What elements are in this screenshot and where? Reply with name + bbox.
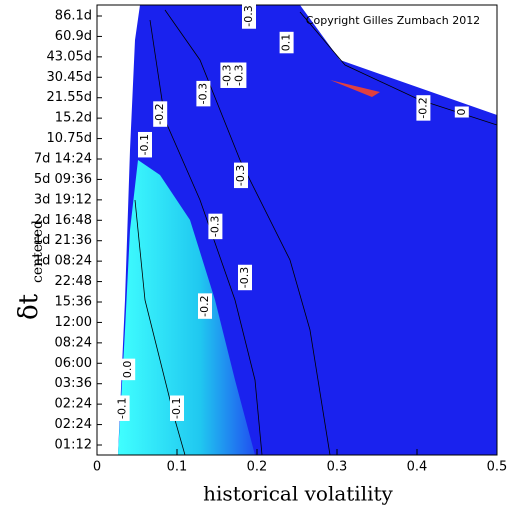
contour-label-bg [279, 31, 294, 54]
y-tick-label: 30.45d [47, 70, 92, 85]
contour-label-bg [238, 264, 252, 291]
y-tick-label: 10.75d [47, 131, 92, 146]
contour-label-bg [115, 395, 130, 421]
contour-label-text: -0.3 [208, 216, 221, 237]
x-tick-label: 0 [93, 460, 101, 475]
x-tick-label: 0.5 [487, 460, 508, 475]
field-red [330, 80, 380, 97]
y-axis-label: δt centered [14, 220, 46, 320]
contour-label-bg [121, 358, 136, 381]
x-tick-label: 0.4 [407, 460, 428, 475]
contour-label-bg [170, 395, 184, 421]
contour-label: -0.1 [115, 395, 130, 421]
y-axis-symbol: δt [14, 293, 44, 320]
contour-label-text: -0.3 [238, 267, 251, 288]
contour-label-text: -0.2 [198, 295, 211, 316]
contour-label: -0.2 [153, 101, 168, 127]
y-tick-label: 02:24 [55, 417, 92, 432]
contour-label-text: -0.3 [234, 165, 247, 186]
contour-label-bg [242, 3, 256, 29]
contour-label: -0.3 [196, 80, 211, 107]
contour-label-bg [220, 62, 235, 88]
y-tick-label: 21.55d [47, 90, 92, 105]
contour-label-text: 0 [455, 109, 468, 116]
y-tick-label: 7d 14:24 [34, 152, 92, 167]
contour-label-text: -0.1 [138, 134, 151, 155]
contour-label: -0.3 [234, 162, 248, 189]
contour-label: -0.1 [138, 131, 152, 158]
y-tick-label: 5d 09:36 [34, 172, 92, 187]
contour-label-bg [416, 95, 431, 121]
contour-label-bg [153, 101, 168, 127]
y-tick-label: 08:24 [55, 335, 92, 350]
plot-frame [96, 4, 498, 456]
copyright: Copyright Gilles Zumbach 2012 [306, 14, 480, 27]
contour-label: -0.3 [238, 264, 252, 291]
y-tick-label: 06:00 [55, 356, 92, 371]
y-tick-label: 03:36 [55, 376, 92, 391]
contour-label-text: -0.2 [416, 97, 429, 118]
contour-label-bg [198, 293, 212, 319]
contour-label-text: -0.3 [196, 83, 209, 104]
contour-label-bg [454, 106, 469, 118]
y-tick-label: 1d 21:36 [34, 233, 92, 248]
y-tick-label: 1d 08:24 [34, 254, 92, 269]
contour-label: -0.2 [416, 95, 431, 121]
contour-label-bg [208, 213, 223, 240]
y-tick-label: 3d 19:12 [34, 192, 92, 207]
x-tick-label: 0.1 [167, 460, 188, 475]
contour-label-text: -0.3 [220, 65, 233, 86]
contour-label: 0.1 [279, 31, 294, 54]
contour-label: -0.3 [220, 62, 235, 88]
contour-label-bg [232, 62, 247, 88]
contour-label-text: 0.0 [121, 361, 134, 379]
contour-label-text: -0.1 [170, 397, 183, 418]
y-tick-label: 22:48 [55, 274, 92, 289]
contour-label: 0.0 [121, 358, 136, 381]
x-tick-label: 0.3 [327, 460, 348, 475]
contour-label-text: 0.1 [280, 34, 293, 52]
field [118, 5, 498, 456]
contour-label-text: -0.1 [116, 397, 129, 418]
y-tick-label: 86.1d [55, 9, 92, 24]
y-tick-label: 01:12 [55, 438, 92, 453]
contour-line [134, 199, 186, 456]
y-tick-label: 15.2d [55, 111, 92, 126]
y-tick-label: 2d 16:48 [34, 213, 92, 228]
contour-label: 0 [454, 106, 469, 118]
contour-label-text: -0.3 [232, 65, 245, 86]
x-axis-label: historical volatility [203, 482, 393, 506]
y-tick-label: 02:24 [55, 397, 92, 412]
contour-label: -0.3 [232, 62, 247, 88]
contour-label: -0.3 [208, 213, 223, 240]
y-tick-label: 60.9d [55, 29, 92, 44]
contour-label-text: -0.3 [242, 5, 255, 26]
contour-label-bg [138, 131, 152, 158]
contour-label-text: -0.2 [153, 103, 166, 124]
contour-line [164, 9, 331, 456]
contour-label-bg [234, 162, 248, 189]
contour-label-bg [196, 80, 211, 107]
field-cyan [118, 160, 255, 455]
y-axis-subscript: centered [30, 220, 46, 283]
contour-label: -0.3 [242, 3, 256, 29]
contour-label: -0.2 [198, 293, 212, 319]
y-tick-label: 43.05d [47, 49, 92, 64]
contour-label: -0.1 [170, 395, 184, 421]
y-tick-label: 12:00 [55, 315, 92, 330]
x-tick-label: 0.2 [247, 460, 268, 475]
y-tick-label: 15:36 [55, 295, 92, 310]
